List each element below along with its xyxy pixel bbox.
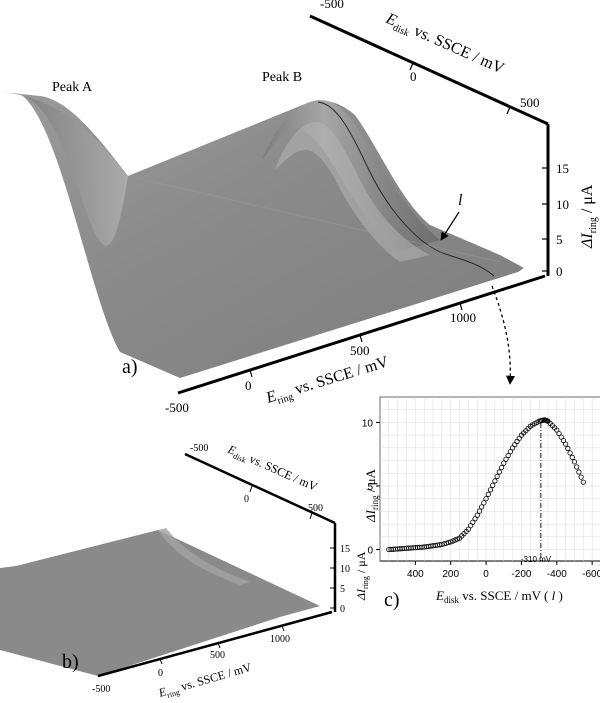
peak-b-label: Peak B	[262, 70, 302, 85]
annotation-label: -310 mV	[521, 555, 552, 564]
surface-a-peak-b-front	[275, 121, 430, 263]
data-point	[485, 491, 491, 497]
current-tick-a-3: 15	[556, 161, 569, 176]
data-point	[565, 445, 571, 452]
data-point	[474, 512, 480, 518]
data-point	[492, 478, 498, 484]
data-point	[569, 454, 575, 460]
plot-c-y-ticks: 0 5 10	[362, 418, 380, 557]
ring-tick-a-3: 1000	[450, 310, 476, 325]
data-point	[507, 449, 513, 455]
current-tick-b-1: 5	[340, 584, 345, 595]
disk-tick-b-1: 0	[244, 494, 249, 505]
data-point	[501, 460, 507, 466]
data-point	[496, 469, 502, 475]
plot-c-frame	[379, 396, 600, 562]
y-tick-label: 5	[367, 482, 373, 493]
disk-tick-b-0: -500	[190, 443, 208, 454]
x-tick-label: -600	[582, 569, 600, 580]
x-tick-label: 200	[442, 569, 459, 580]
panel-a: -500 0 500 Edisk vs. SSCE / mV 0 5 10 15…	[2, 0, 599, 415]
peak-a-label: Peak A	[52, 80, 93, 95]
ring-tick-a-0: -500	[165, 400, 189, 415]
current-axis-label-a: ΔIring / μA	[579, 184, 599, 249]
data-point	[498, 464, 505, 471]
ring-axis-line-a	[177, 274, 546, 395]
disk-tick-a-2: 500	[520, 95, 540, 110]
panel-b: -500 0 500 Edisk vs. SSCE / mV 0 5 10 15…	[0, 442, 370, 702]
data-point	[445, 539, 452, 546]
disk-tick-a-0: -500	[320, 0, 344, 11]
disk-axis-label-b: Edisk vs. SSCE / mV	[224, 442, 320, 496]
data-point	[503, 456, 509, 462]
current-tick-a-2: 10	[556, 197, 569, 212]
data-point	[487, 487, 494, 493]
data-point	[476, 508, 483, 514]
data-point	[580, 479, 586, 485]
x-tick-label: 0	[483, 569, 489, 580]
data-point	[505, 452, 511, 459]
data-point	[481, 500, 487, 506]
plot-c-x-label: Edisk vs. SSCE / mV ( l )	[435, 588, 563, 605]
ring-axis-line-b	[97, 610, 333, 678]
x-tick-label: 400	[407, 569, 424, 580]
ring-tick-a-2: 500	[350, 343, 370, 358]
panel-c: -310 mV 400 200 0 -200 -400 -600 0 5 10 ΔIring …	[362, 396, 600, 611]
current-tick-b-2: 10	[340, 564, 350, 575]
panel-a-label: a)	[122, 356, 138, 378]
plot-c-points	[386, 417, 586, 553]
data-point	[563, 441, 569, 447]
plot-c-x-ticks: 400 200 0 -200 -400 -600	[407, 561, 600, 580]
disk-axis-line-a	[309, 14, 549, 126]
ring-tick-a-1: 0	[245, 378, 252, 393]
data-point	[571, 459, 578, 465]
data-point	[483, 496, 489, 502]
disk-axis-label-a: Edisk vs. SSCE / mV	[381, 10, 507, 81]
data-point	[479, 504, 485, 510]
surface-a-base	[2, 92, 524, 378]
ring-axis-label-a: Ering vs. SSCE / mV	[263, 353, 391, 410]
ring-tick-b-1: 0	[158, 668, 163, 679]
line-l-pointer	[440, 211, 460, 241]
ring-tick-b-0: -500	[92, 684, 110, 695]
current-tick-b-3: 15	[340, 544, 350, 555]
surface-b-ridge	[158, 528, 250, 585]
data-point	[494, 473, 500, 480]
ring-tick-b-2: 500	[210, 650, 225, 661]
x-tick-label: -400	[547, 569, 567, 580]
line-l-label: l	[458, 192, 463, 209]
current-tick-a-0: 0	[556, 264, 563, 279]
surface-a-peak-a	[2, 92, 128, 246]
disk-tick-b-2: 500	[308, 503, 323, 514]
surface-a-line-l	[317, 101, 495, 277]
data-point	[574, 464, 580, 470]
panel-c-pointer	[491, 285, 516, 385]
data-point	[567, 450, 573, 456]
data-point	[490, 482, 496, 488]
data-point	[576, 469, 582, 475]
current-tick-a-1: 5	[556, 232, 563, 247]
ring-axis-label-b: Ering vs. SSCE / mV	[156, 660, 254, 702]
plot-c-annotation: -310 mV	[521, 423, 552, 564]
panel-c-label: c)	[384, 589, 400, 611]
x-tick-label: -200	[511, 569, 531, 580]
y-tick-label: 10	[362, 418, 374, 429]
ring-tick-b-3: 1000	[270, 634, 290, 645]
y-tick-label: 0	[367, 546, 373, 557]
disk-axis-line-b	[184, 452, 336, 525]
surface-b	[0, 530, 320, 676]
plot-c-y-label: ΔIring / μA	[363, 468, 380, 523]
current-axis-label-b: ΔIring / μA	[354, 551, 370, 601]
panel-b-label: b)	[62, 651, 79, 673]
disk-tick-a-1: 0	[410, 69, 417, 84]
data-point	[578, 474, 584, 480]
current-tick-b-0: 0	[340, 604, 345, 615]
